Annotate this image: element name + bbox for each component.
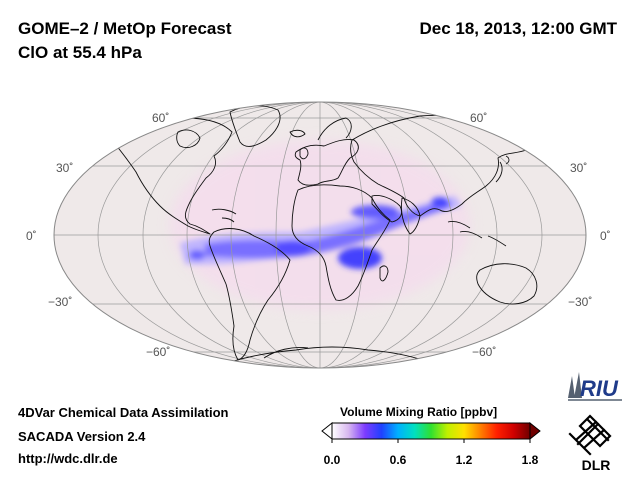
- coast-iceland: [289, 129, 306, 138]
- colorbar-tick-label-0: 0.0: [324, 453, 341, 467]
- coast-se-asia: [447, 221, 507, 247]
- colorbar-tick-label-1: 0.6: [390, 453, 407, 467]
- coast-australia: [476, 263, 538, 305]
- lat-label-eq-left: 0˚: [26, 229, 37, 243]
- globe-outline: [53, 101, 587, 369]
- coast-greenland: [229, 105, 281, 147]
- product-title: GOME–2 / MetOp Forecast: [18, 19, 232, 38]
- coast-japan: [495, 155, 510, 183]
- colorbar-tick-label-2: 1.2: [456, 453, 473, 467]
- lat-label-60n-left: 60˚: [152, 111, 169, 125]
- coast-britain: [299, 147, 309, 160]
- colorbar-arrow-right: [529, 421, 541, 441]
- coast-madagascar: [379, 265, 389, 282]
- lat-label-30s-left: −30˚: [48, 295, 72, 309]
- coast-hudson: [176, 129, 201, 149]
- colorbar-tick-label-3: 1.8: [522, 453, 539, 467]
- dlr-logo-text: DLR: [582, 457, 611, 473]
- coast-africa: [291, 184, 391, 301]
- footer-version: SACADA Version 2.4: [18, 429, 146, 444]
- riu-logo-text: RIU: [580, 376, 619, 401]
- coast-north-america: [109, 115, 233, 235]
- lat-label-60s-left: −60˚: [146, 345, 170, 359]
- coast-arabia: [371, 195, 403, 223]
- colorbar-gradient: [331, 422, 531, 440]
- lat-label-eq-right: 0˚: [600, 229, 611, 243]
- species-label: ClO at 55.4 hPa: [18, 43, 142, 62]
- colorbar-title: Volume Mixing Ratio [ppbv]: [340, 405, 497, 419]
- footer-method: 4DVar Chemical Data Assimilation: [18, 405, 229, 420]
- lat-label-30s-right: −30˚: [568, 295, 592, 309]
- lat-label-30n-left: 30˚: [56, 161, 73, 175]
- lat-label-60n-right: 60˚: [470, 111, 487, 125]
- dlr-logo-mark: [568, 414, 612, 456]
- dlr-logo: DLR: [568, 414, 612, 473]
- lat-label-60s-right: −60˚: [472, 345, 496, 359]
- coastlines: [109, 105, 563, 368]
- riu-logo-mark: [568, 372, 582, 398]
- coast-india: [401, 197, 421, 235]
- coast-new-zealand: [555, 301, 563, 315]
- coast-caribbean: [211, 208, 237, 223]
- datetime-label: Dec 18, 2013, 12:00 GMT: [419, 19, 617, 38]
- colorbar: Volume Mixing Ratio [ppbv] 0.0 0.6 1.2 1…: [321, 405, 541, 467]
- footer-url[interactable]: http://wdc.dlr.de: [18, 451, 118, 466]
- lat-label-30n-right: 30˚: [570, 161, 587, 175]
- coast-europe: [294, 139, 359, 186]
- colorbar-arrow-left: [321, 421, 333, 441]
- coast-south-america: [208, 228, 291, 361]
- coast-scandinavia: [317, 117, 352, 141]
- riu-logo: RIU: [568, 372, 622, 401]
